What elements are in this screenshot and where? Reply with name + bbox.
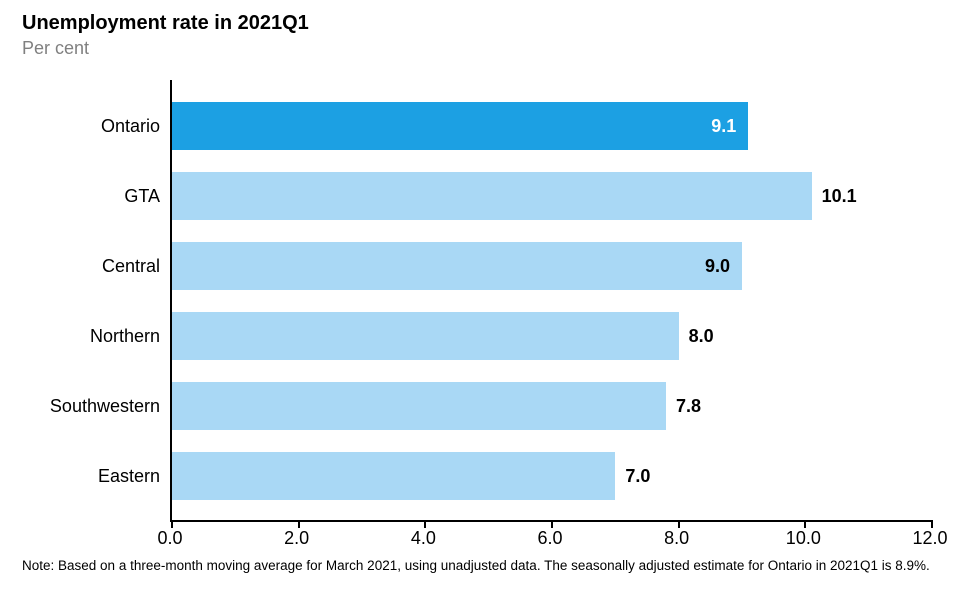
chart-plot-area: 9.1 10.1 9.0 8.0 7.8 7.0 (170, 80, 932, 522)
bar-northern: 8.0 (172, 312, 679, 360)
category-label: GTA (10, 172, 160, 220)
x-tick (298, 520, 300, 528)
x-tick (931, 520, 933, 528)
bar-gta: 10.1 (172, 172, 812, 220)
x-tick (171, 520, 173, 528)
x-tick (678, 520, 680, 528)
bar-value-label: 9.0 (705, 242, 730, 290)
chart-title: Unemployment rate in 2021Q1 (22, 12, 309, 35)
category-label: Ontario (10, 102, 160, 150)
chart-note: Note: Based on a three-month moving aver… (22, 558, 938, 575)
bar-value-label: 10.1 (822, 172, 857, 220)
bar-value-label: 9.1 (711, 102, 736, 150)
category-label: Eastern (10, 452, 160, 500)
chart-subtitle: Per cent (22, 38, 89, 59)
x-tick (551, 520, 553, 528)
x-tick-label: 0.0 (157, 528, 182, 549)
category-label: Southwestern (10, 382, 160, 430)
category-label: Northern (10, 312, 160, 360)
category-label: Central (10, 242, 160, 290)
x-tick-label: 8.0 (664, 528, 689, 549)
x-tick-label: 6.0 (537, 528, 562, 549)
bar-southwestern: 7.8 (172, 382, 666, 430)
bar-value-label: 7.8 (676, 382, 701, 430)
x-tick-label: 2.0 (284, 528, 309, 549)
x-tick-label: 4.0 (411, 528, 436, 549)
bar-value-label: 8.0 (689, 312, 714, 360)
x-tick-label: 12.0 (912, 528, 947, 549)
x-tick (424, 520, 426, 528)
bar-eastern: 7.0 (172, 452, 615, 500)
bar-value-label: 7.0 (625, 452, 650, 500)
bar-ontario: 9.1 (172, 102, 748, 150)
x-tick-label: 10.0 (786, 528, 821, 549)
x-tick (804, 520, 806, 528)
bar-central: 9.0 (172, 242, 742, 290)
